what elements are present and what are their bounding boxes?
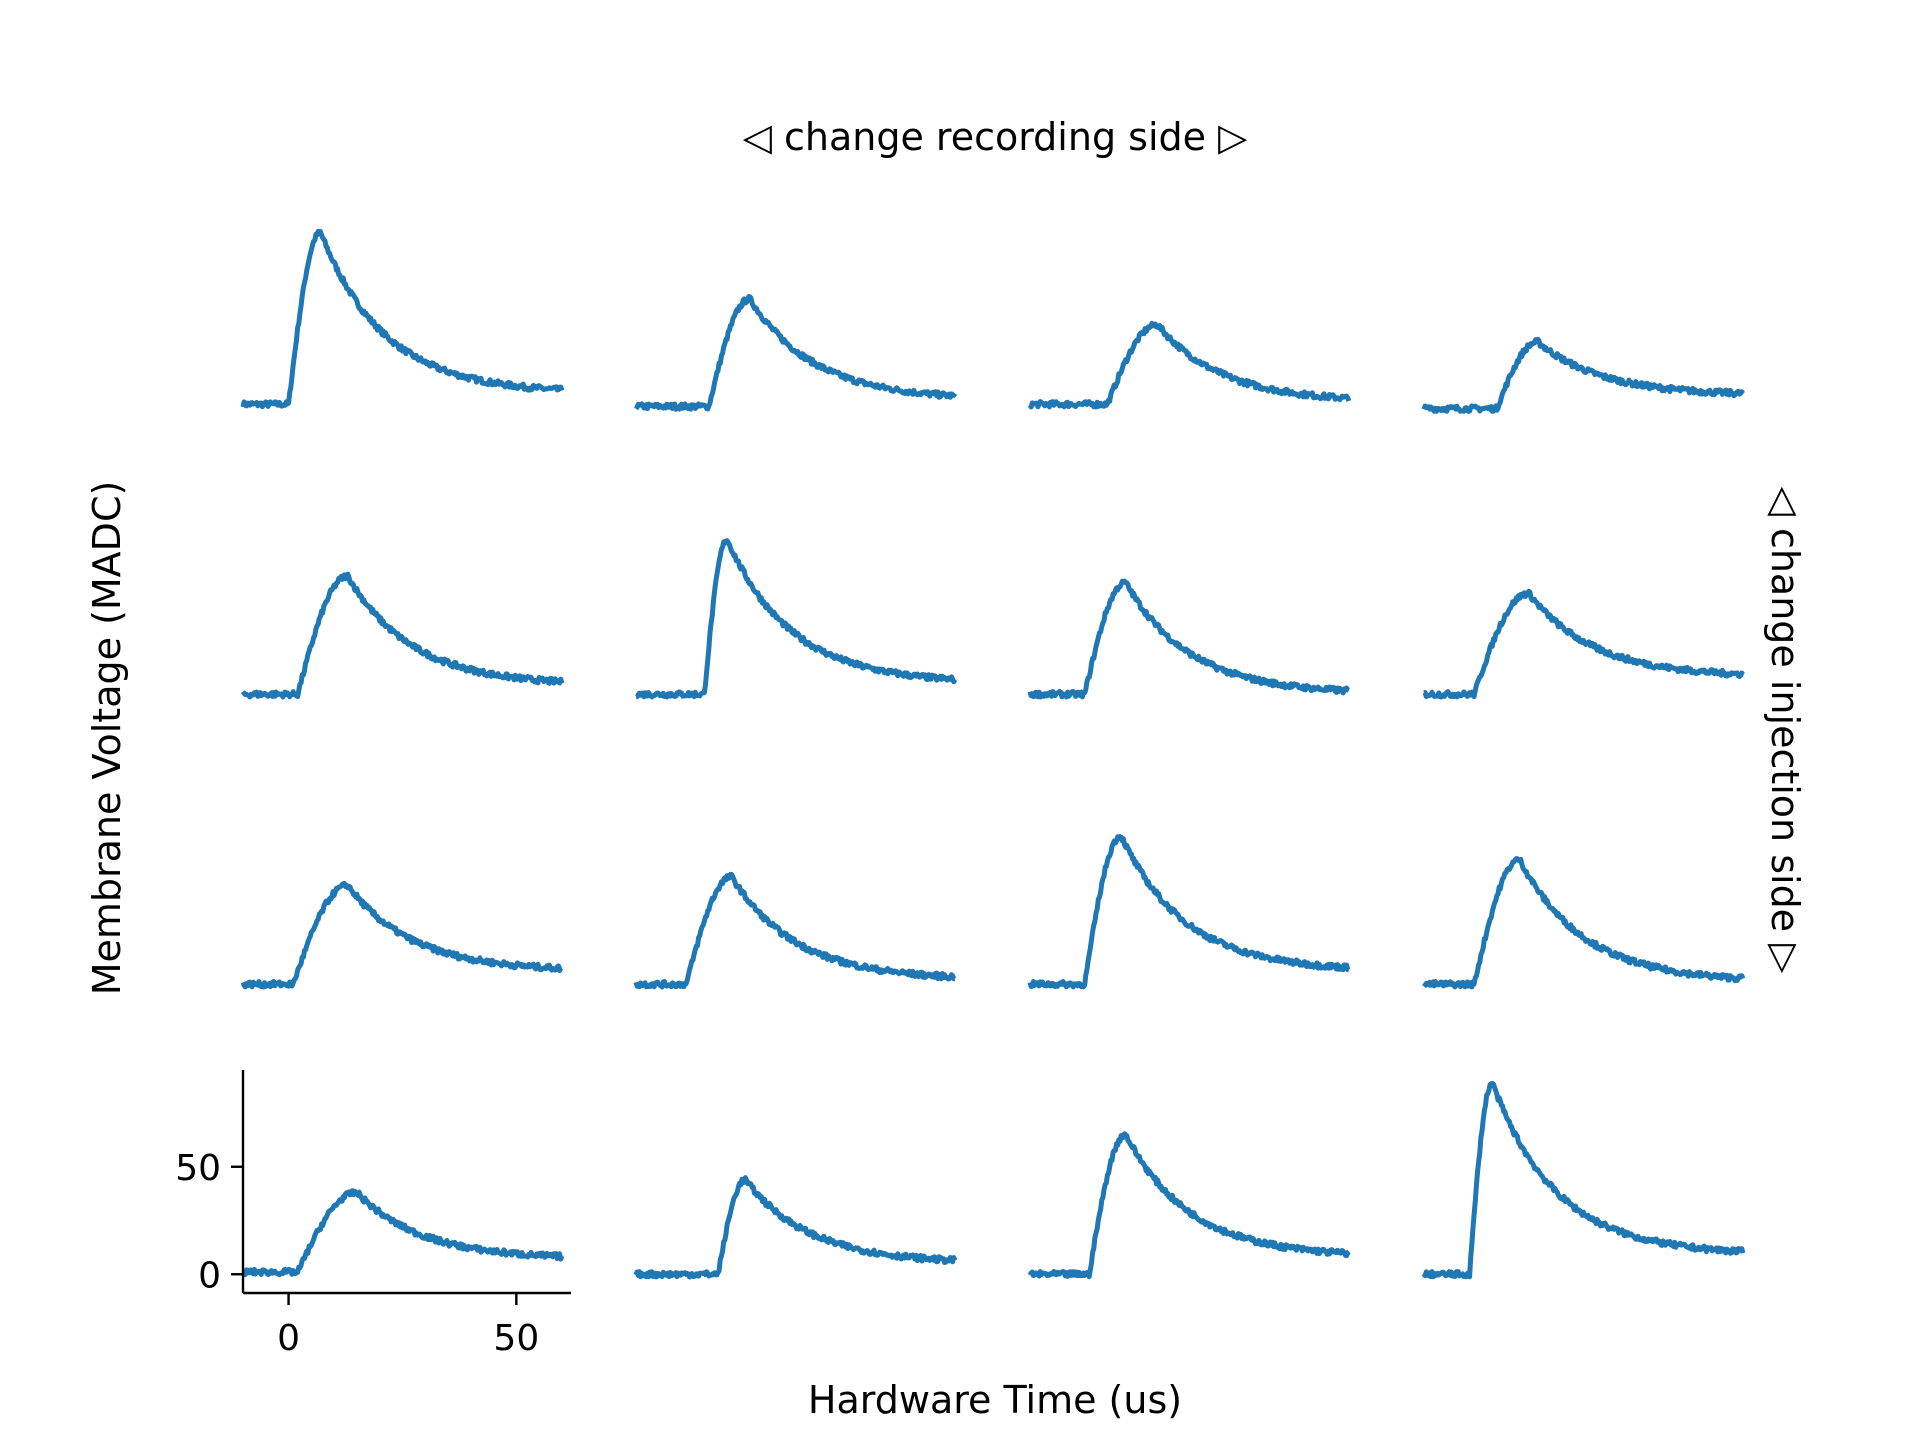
y-tick-label-0: 0	[198, 1255, 221, 1296]
trace-r1-c3	[1422, 588, 1745, 700]
x-tick-label-50: 50	[493, 1318, 539, 1359]
top-label: ◁ change recording side ▷	[743, 115, 1248, 159]
trace-r3-c3	[1421, 1080, 1746, 1280]
trace-r3-c2	[1027, 1131, 1351, 1280]
panel-axes: 0 50 0 50	[175, 1070, 571, 1359]
x-axis-label: Hardware Time (us)	[808, 1378, 1182, 1422]
y-tick-label-50: 50	[175, 1148, 221, 1189]
trace-r0-c3	[1421, 336, 1745, 414]
trace-r3-c1	[633, 1175, 958, 1280]
trace-r0-c1	[633, 294, 958, 412]
trace-panels: 0 50 0 50	[175, 228, 1746, 1359]
trace-r2-c1	[633, 871, 957, 990]
x-tick-label-0: 0	[277, 1318, 300, 1359]
y-axis-label: Membrane Voltage (MADC)	[85, 481, 129, 996]
trace-r1-c1	[634, 538, 958, 700]
trace-r1-c2	[1027, 578, 1351, 700]
trace-r0-c0	[240, 228, 565, 410]
trace-r2-c2	[1027, 834, 1351, 990]
trace-r1-c0	[240, 571, 565, 700]
trace-r2-c0	[240, 880, 564, 990]
trace-r2-c3	[1422, 856, 1746, 990]
right-label: ◁ change injection side ▷	[1763, 487, 1807, 975]
trace-r3-c0	[241, 1188, 565, 1278]
trace-r0-c2	[1027, 320, 1352, 410]
